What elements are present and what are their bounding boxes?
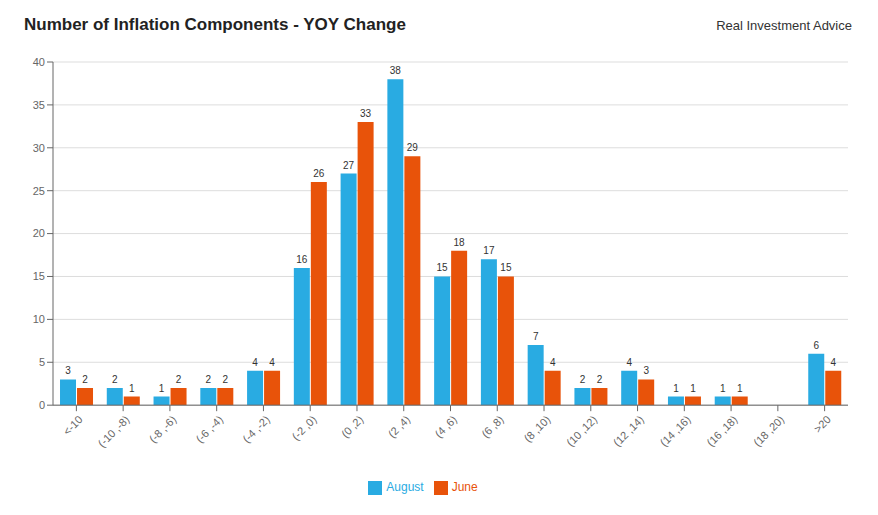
svg-text:(12 ,14): (12 ,14) xyxy=(611,413,646,448)
svg-text:(-10 ,-8): (-10 ,-8) xyxy=(95,413,131,449)
svg-text:(-8 ,-6): (-8 ,-6) xyxy=(147,413,179,445)
svg-text:(-2 ,0): (-2 ,0) xyxy=(289,413,318,442)
svg-text:1: 1 xyxy=(129,383,135,394)
svg-text:26: 26 xyxy=(313,168,325,179)
svg-text:4: 4 xyxy=(252,357,258,368)
svg-text:2: 2 xyxy=(223,374,229,385)
svg-text:2: 2 xyxy=(580,374,586,385)
svg-text:20: 20 xyxy=(33,227,45,239)
svg-text:2: 2 xyxy=(112,374,118,385)
svg-text:(-6 ,-4): (-6 ,-4) xyxy=(193,413,225,445)
svg-text:6: 6 xyxy=(813,340,819,351)
svg-text:33: 33 xyxy=(360,108,372,119)
svg-text:0: 0 xyxy=(39,399,45,411)
svg-text:(16 ,18): (16 ,18) xyxy=(704,413,739,448)
svg-text:4: 4 xyxy=(626,357,632,368)
svg-text:15: 15 xyxy=(33,270,45,282)
svg-text:7: 7 xyxy=(533,331,539,342)
svg-text:16: 16 xyxy=(296,254,308,265)
svg-text:35: 35 xyxy=(33,99,45,111)
svg-text:2: 2 xyxy=(597,374,603,385)
html-text:June: June xyxy=(451,480,478,495)
svg-text:1: 1 xyxy=(690,383,696,394)
svg-text:(14 ,16): (14 ,16) xyxy=(658,413,693,448)
svg-text:3: 3 xyxy=(643,365,649,376)
svg-text:<-10: <-10 xyxy=(61,413,85,437)
svg-text:5: 5 xyxy=(39,356,45,368)
svg-text:25: 25 xyxy=(33,185,45,197)
svg-text:10: 10 xyxy=(33,313,45,325)
svg-text:(0 ,2): (0 ,2) xyxy=(339,413,366,440)
svg-text:(2 ,4): (2 ,4) xyxy=(386,413,413,440)
svg-text:>20: >20 xyxy=(811,413,833,435)
svg-text:29: 29 xyxy=(407,142,419,153)
svg-text:1: 1 xyxy=(673,383,679,394)
svg-text:(-4 ,-2): (-4 ,-2) xyxy=(240,413,272,445)
svg-text:38: 38 xyxy=(390,65,402,76)
html-text:August: August xyxy=(386,480,424,495)
svg-text:4: 4 xyxy=(830,357,836,368)
svg-text:27: 27 xyxy=(343,160,355,171)
svg-text:2: 2 xyxy=(176,374,182,385)
svg-text:2: 2 xyxy=(82,374,88,385)
svg-text:30: 30 xyxy=(33,142,45,154)
svg-text:17: 17 xyxy=(483,245,495,256)
svg-text:2: 2 xyxy=(206,374,212,385)
svg-text:1: 1 xyxy=(737,383,743,394)
svg-text:(8 ,10): (8 ,10) xyxy=(522,413,553,444)
html-text:Real Investment Advice: Real Investment Advice xyxy=(716,17,852,33)
svg-text:40: 40 xyxy=(33,56,45,68)
svg-text:15: 15 xyxy=(500,262,512,273)
svg-text:3: 3 xyxy=(65,365,71,376)
svg-text:18: 18 xyxy=(454,237,466,248)
svg-text:(10 ,12): (10 ,12) xyxy=(564,413,599,448)
svg-text:(18 ,20): (18 ,20) xyxy=(751,413,786,448)
svg-text:(4 ,6): (4 ,6) xyxy=(432,413,459,440)
svg-text:(6 ,8): (6 ,8) xyxy=(479,413,506,440)
svg-text:4: 4 xyxy=(269,357,275,368)
html-text:Number of Inflation Components: Number of Inflation Components - YOY Cha… xyxy=(24,15,406,34)
svg-text:15: 15 xyxy=(437,262,449,273)
svg-text:1: 1 xyxy=(159,383,165,394)
svg-text:1: 1 xyxy=(720,383,726,394)
svg-text:4: 4 xyxy=(550,357,556,368)
